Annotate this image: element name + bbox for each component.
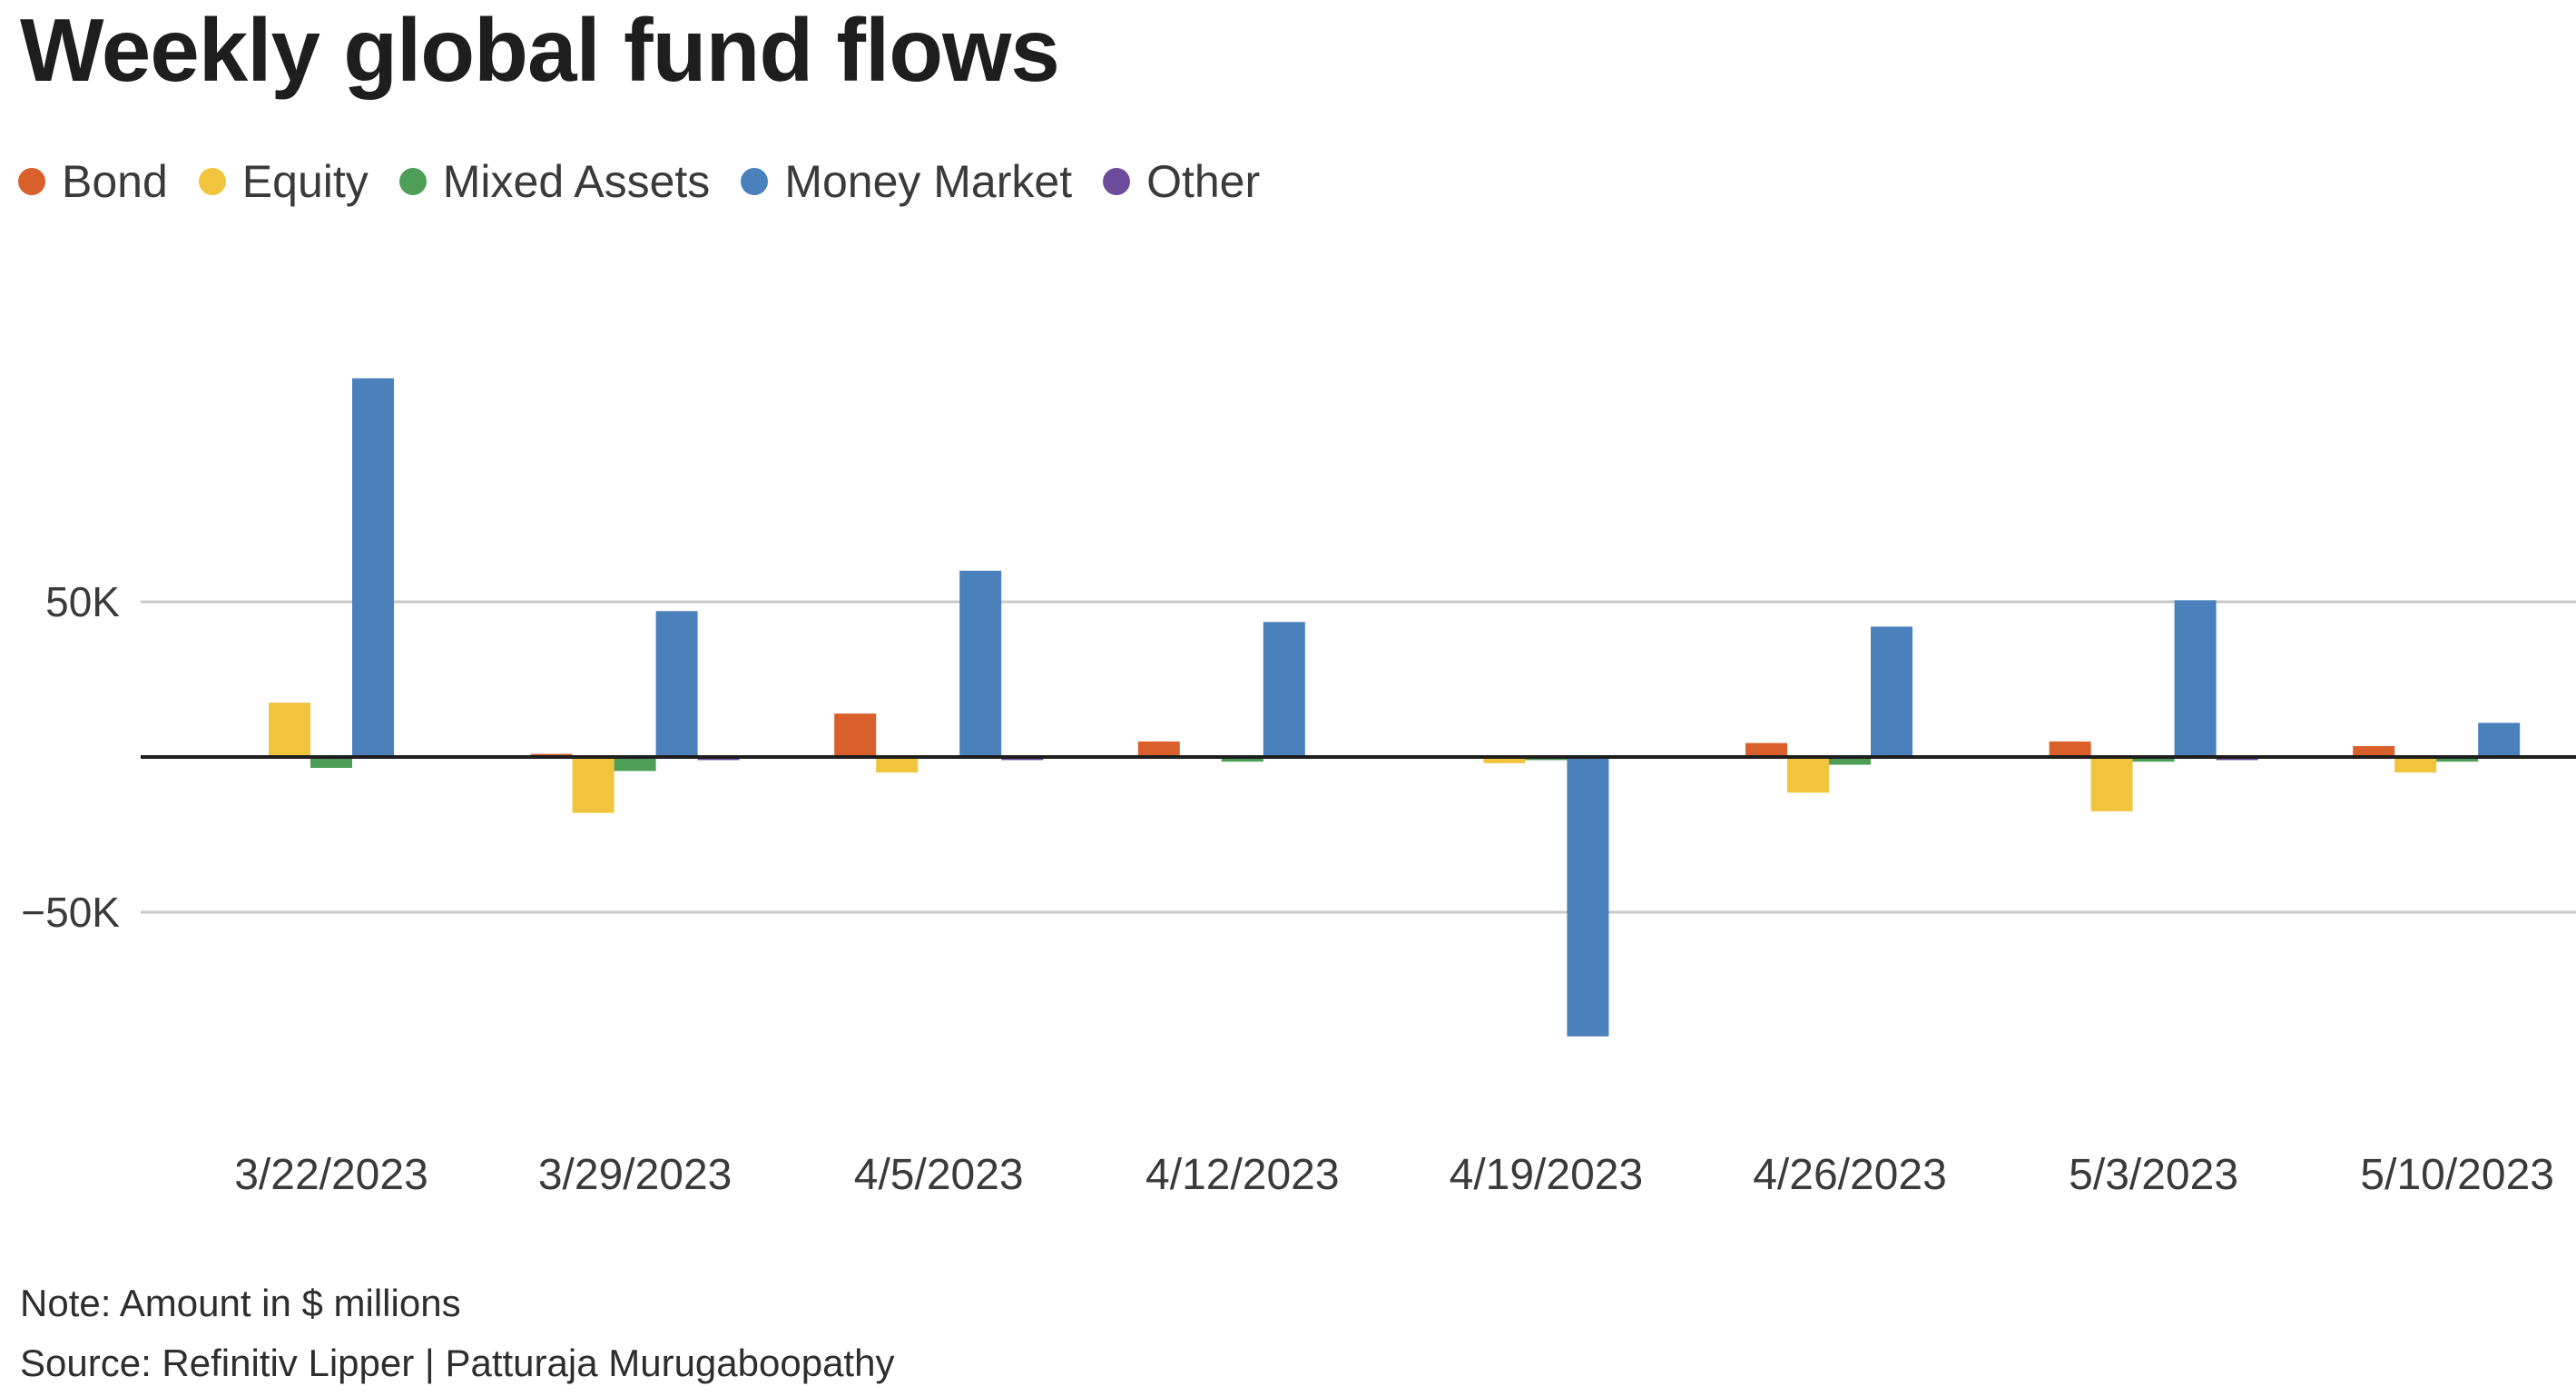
bar-equity-3-22-2023 [269, 703, 310, 757]
x-tick-label: 4/26/2023 [1753, 1151, 1947, 1199]
bar-mixed-assets-5-3-2023 [2132, 757, 2175, 762]
bar-money-market-3-22-2023 [352, 378, 394, 757]
x-tick-label: 4/12/2023 [1145, 1151, 1340, 1199]
chart-title: Weekly global fund flows [20, 0, 1060, 100]
bar-money-market-5-10-2023 [2478, 723, 2521, 757]
bar-money-market-4-19-2023 [1567, 757, 1609, 1037]
legend-swatch-bond [18, 168, 45, 195]
bar-bond-4-12-2023 [1137, 741, 1180, 757]
legend-label-other: Other [1146, 156, 1261, 207]
legend-item-money-market: Money Market [741, 155, 1072, 208]
bar-bond-4-26-2023 [1745, 742, 1787, 757]
bar-mixed-assets-4-12-2023 [1221, 757, 1263, 762]
chart-note: Note: Amount in $ millions [20, 1282, 461, 1324]
legend-label-mixed-assets: Mixed Assets [442, 156, 711, 207]
legend-swatch-equity [198, 168, 226, 195]
bar-equity-5-10-2023 [2394, 757, 2437, 773]
bar-equity-5-3-2023 [2090, 757, 2133, 811]
x-tick-label: 5/3/2023 [2069, 1151, 2238, 1199]
y-tick-label: 50K [45, 578, 120, 625]
bar-mixed-assets-4-26-2023 [1829, 757, 1871, 765]
x-tick-label: 3/22/2023 [234, 1151, 428, 1199]
bar-equity-4-19-2023 [1483, 757, 1526, 763]
bar-mixed-assets-3-22-2023 [310, 757, 352, 768]
legend-item-bond: Bond [18, 155, 168, 208]
bar-equity-4-26-2023 [1787, 757, 1829, 793]
legend-item-mixed-assets: Mixed Assets [398, 155, 711, 208]
bar-money-market-5-3-2023 [2174, 600, 2217, 757]
x-tick-label: 4/5/2023 [854, 1151, 1024, 1199]
legend-label-money-market: Money Market [784, 156, 1073, 207]
bar-money-market-4-12-2023 [1263, 622, 1305, 757]
bar-bond-4-5-2023 [834, 713, 877, 757]
bar-equity-4-5-2023 [876, 757, 919, 773]
bar-money-market-4-26-2023 [1871, 626, 1912, 757]
bar-money-market-4-5-2023 [959, 570, 1002, 757]
bar-money-market-3-29-2023 [655, 611, 698, 757]
legend-label-equity: Equity [241, 156, 369, 207]
bar-mixed-assets-5-10-2023 [2436, 757, 2479, 762]
x-tick-label: 3/29/2023 [538, 1151, 732, 1199]
x-tick-label: 4/19/2023 [1450, 1151, 1644, 1199]
legend-label-bond: Bond [62, 156, 168, 207]
bar-equity-3-29-2023 [572, 757, 615, 813]
chart-source: Source: Refinitiv Lipper | Patturaja Mur… [20, 1342, 895, 1384]
legend-item-other: Other [1103, 155, 1260, 208]
chart-legend: Bond Equity Mixed Assets Money Market Other [18, 145, 1291, 218]
bar-mixed-assets-3-29-2023 [614, 757, 656, 772]
legend-swatch-other [1103, 168, 1131, 195]
bar-bond-5-3-2023 [2049, 741, 2091, 757]
bar-bond-5-10-2023 [2353, 746, 2395, 757]
bar-chart: 50K −50K 3/22/2023 3/29/2023 4/5/2023 4/12/20… [21, 378, 2576, 1199]
legend-item-equity: Equity [198, 155, 369, 208]
legend-swatch-mixed-assets [398, 168, 427, 195]
y-tick-label: −50K [21, 889, 120, 936]
x-tick-label: 5/10/2023 [2360, 1151, 2554, 1199]
legend-swatch-money-market [741, 168, 769, 195]
